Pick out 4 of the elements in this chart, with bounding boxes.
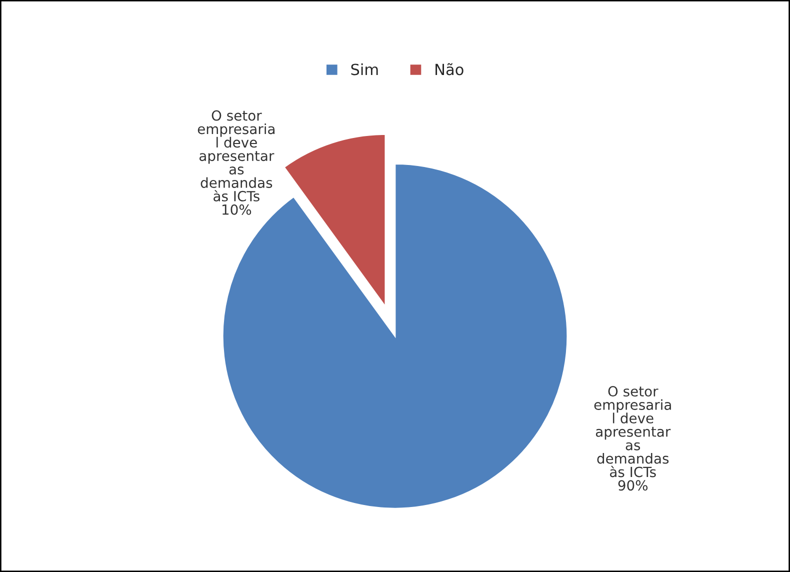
data-label: O setor empresaria l deve apresentar as demandas às ICTs 90%: [594, 386, 671, 491]
legend-label: Sim: [351, 63, 378, 76]
legend-label: Não: [436, 63, 464, 76]
data-label: O setor empresaria l deve apresentar as demandas às ICTs 10%: [198, 110, 274, 215]
